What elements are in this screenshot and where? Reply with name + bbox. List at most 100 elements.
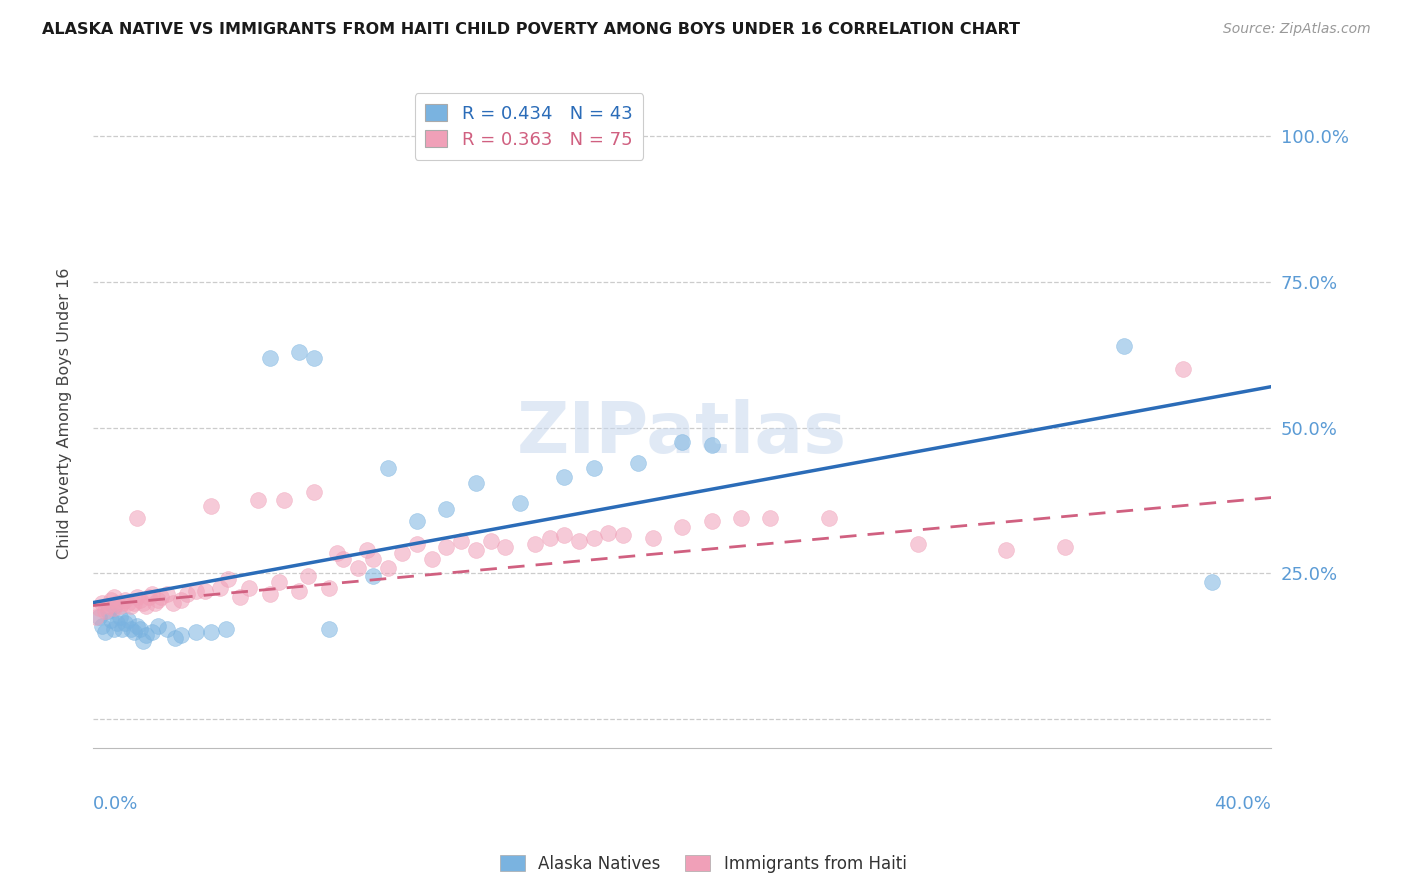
Point xyxy=(156,587,179,601)
Point xyxy=(700,438,723,452)
Point xyxy=(259,351,281,365)
Point xyxy=(612,528,634,542)
Point xyxy=(730,511,752,525)
Point xyxy=(436,502,458,516)
Y-axis label: Child Poverty Among Boys Under 16: Child Poverty Among Boys Under 16 xyxy=(58,268,72,558)
Point xyxy=(464,475,486,490)
Point xyxy=(132,633,155,648)
Point xyxy=(288,344,311,359)
Point xyxy=(436,540,458,554)
Point xyxy=(1171,362,1194,376)
Point xyxy=(146,592,169,607)
Point xyxy=(391,546,413,560)
Point xyxy=(700,514,723,528)
Point xyxy=(122,596,145,610)
Point xyxy=(141,624,163,639)
Point xyxy=(184,583,207,598)
Text: 40.0%: 40.0% xyxy=(1215,796,1271,814)
Point xyxy=(146,619,169,633)
Point xyxy=(90,619,112,633)
Point xyxy=(509,496,531,510)
Text: Source: ZipAtlas.com: Source: ZipAtlas.com xyxy=(1223,22,1371,37)
Point xyxy=(184,624,207,639)
Point xyxy=(132,596,155,610)
Point xyxy=(598,525,620,540)
Point xyxy=(127,619,149,633)
Point xyxy=(105,596,128,610)
Point xyxy=(129,622,152,636)
Point xyxy=(907,537,929,551)
Point xyxy=(170,592,193,607)
Point xyxy=(420,552,443,566)
Point xyxy=(114,592,136,607)
Point xyxy=(302,484,325,499)
Point xyxy=(582,532,605,546)
Point xyxy=(218,572,240,586)
Point xyxy=(479,534,502,549)
Point xyxy=(90,596,112,610)
Point xyxy=(162,596,184,610)
Point xyxy=(127,511,149,525)
Point xyxy=(406,537,429,551)
Point xyxy=(568,534,591,549)
Point xyxy=(108,610,131,624)
Point xyxy=(208,581,231,595)
Point xyxy=(553,470,575,484)
Point xyxy=(103,590,125,604)
Point xyxy=(100,613,122,627)
Point xyxy=(100,592,122,607)
Point xyxy=(332,552,354,566)
Point xyxy=(1112,339,1135,353)
Point xyxy=(1201,575,1223,590)
Point xyxy=(450,534,472,549)
Point xyxy=(165,631,187,645)
Point xyxy=(117,596,139,610)
Point xyxy=(127,590,149,604)
Text: 0.0%: 0.0% xyxy=(93,796,138,814)
Point xyxy=(288,583,311,598)
Point xyxy=(302,351,325,365)
Point xyxy=(995,543,1018,558)
Point xyxy=(122,624,145,639)
Point xyxy=(149,590,172,604)
Point xyxy=(214,622,236,636)
Point xyxy=(361,552,384,566)
Point xyxy=(87,610,110,624)
Point xyxy=(523,537,546,551)
Point xyxy=(103,601,125,615)
Point xyxy=(138,590,160,604)
Point xyxy=(297,569,319,583)
Point xyxy=(238,581,260,595)
Point xyxy=(103,599,125,613)
Point xyxy=(143,596,166,610)
Point xyxy=(114,615,136,630)
Point xyxy=(361,569,384,583)
Point xyxy=(671,520,693,534)
Point xyxy=(377,560,399,574)
Point xyxy=(108,599,131,613)
Point xyxy=(94,604,117,618)
Point xyxy=(176,587,198,601)
Point xyxy=(759,511,782,525)
Point xyxy=(103,622,125,636)
Point xyxy=(326,546,349,560)
Point xyxy=(406,514,429,528)
Point xyxy=(135,599,157,613)
Text: ALASKA NATIVE VS IMMIGRANTS FROM HAITI CHILD POVERTY AMONG BOYS UNDER 16 CORRELA: ALASKA NATIVE VS IMMIGRANTS FROM HAITI C… xyxy=(42,22,1021,37)
Legend: R = 0.434   N = 43, R = 0.363   N = 75: R = 0.434 N = 43, R = 0.363 N = 75 xyxy=(415,93,643,160)
Point xyxy=(141,587,163,601)
Point xyxy=(129,592,152,607)
Point xyxy=(229,590,252,604)
Point xyxy=(318,622,340,636)
Point xyxy=(259,587,281,601)
Point xyxy=(347,560,370,574)
Point xyxy=(200,500,222,514)
Point xyxy=(318,581,340,595)
Point xyxy=(84,610,107,624)
Point xyxy=(200,624,222,639)
Point xyxy=(194,583,217,598)
Point xyxy=(120,599,142,613)
Point xyxy=(267,575,290,590)
Point xyxy=(1053,540,1076,554)
Point xyxy=(641,532,664,546)
